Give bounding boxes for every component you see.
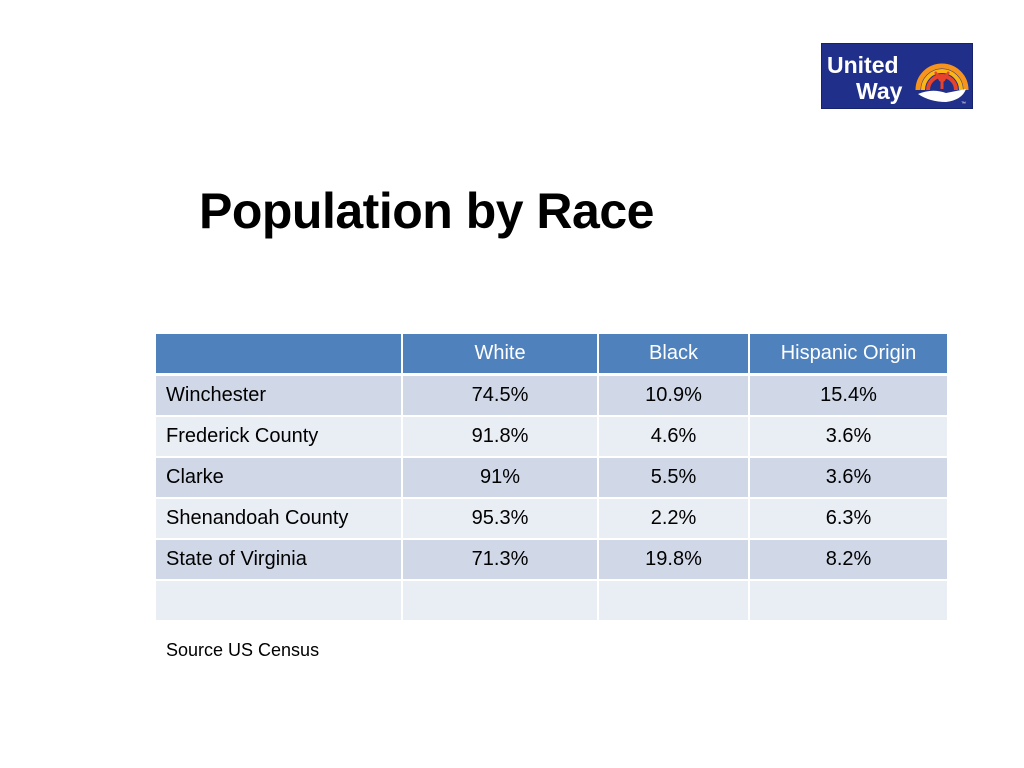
rainbow-hand-icon [915,63,969,102]
cell-black: 19.8% [597,537,750,581]
source-note: Source US Census [166,640,320,660]
cell-black: 2.2% [597,496,750,540]
table-row: State of Virginia 71.3% 19.8% 8.2% [154,537,949,581]
united-way-logo-graphic: United Way ™ [827,52,969,107]
cell-black: 4.6% [597,414,750,458]
header-cell-blank [154,333,403,376]
cell-black: 10.9% [597,373,750,417]
cell-white: 74.5% [401,373,599,417]
cell-location: State of Virginia [154,537,403,581]
header-cell-hispanic: Hispanic Origin [748,333,949,376]
cell-location: Shenandoah County [154,496,403,540]
table-row: Frederick County 91.8% 4.6% 3.6% [154,414,949,458]
table-row: Clarke 91% 5.5% 3.6% [154,455,949,499]
united-way-logo: United Way ™ [821,43,973,109]
cell-black [597,578,750,622]
header-cell-white: White [401,333,599,376]
cell-white [401,578,599,622]
table-row: Winchester 74.5% 10.9% 15.4% [154,373,949,417]
table-row: Shenandoah County 95.3% 2.2% 6.3% [154,496,949,540]
cell-hispanic: 15.4% [748,373,949,417]
slide-title: Population by Race [199,183,654,239]
cell-location: Winchester [154,373,403,417]
cell-white: 91% [401,455,599,499]
cell-hispanic [748,578,949,622]
cell-white: 71.3% [401,537,599,581]
cell-location [154,578,403,622]
cell-black: 5.5% [597,455,750,499]
logo-text-line2: Way [856,78,903,104]
cell-hispanic: 3.6% [748,455,949,499]
cell-location: Clarke [154,455,403,499]
logo-text-line1: United [827,52,899,78]
cell-white: 91.8% [401,414,599,458]
population-table: White Black Hispanic Origin Winchester 7… [154,333,949,622]
trademark-mark: ™ [961,101,966,107]
table-row-empty [154,578,949,622]
table-header-row: White Black Hispanic Origin [154,333,949,376]
cell-hispanic: 3.6% [748,414,949,458]
cell-hispanic: 8.2% [748,537,949,581]
cell-white: 95.3% [401,496,599,540]
cell-hispanic: 6.3% [748,496,949,540]
header-cell-black: Black [597,333,750,376]
cell-location: Frederick County [154,414,403,458]
